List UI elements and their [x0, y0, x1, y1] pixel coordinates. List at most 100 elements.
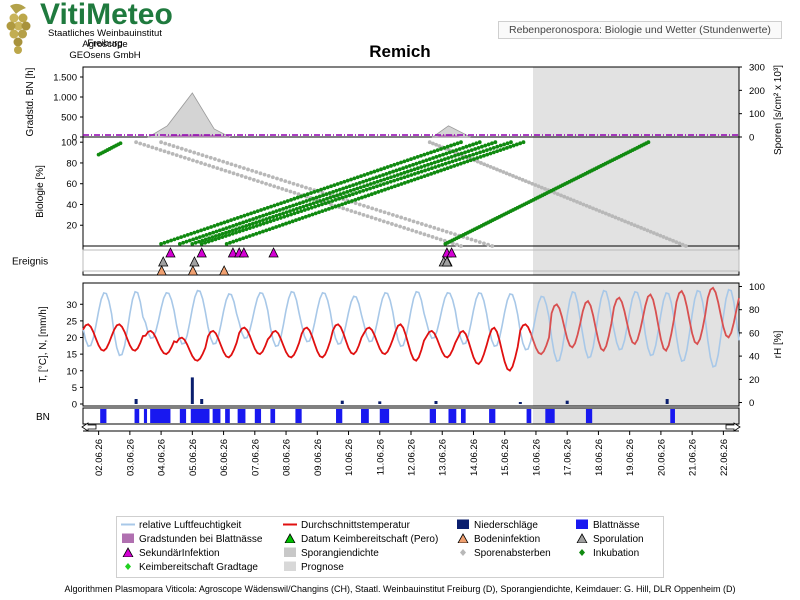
incubation-point — [416, 176, 420, 181]
incubation-point — [405, 169, 410, 174]
incubation-point — [429, 150, 433, 155]
y-axis-label-spores: Sporen [s/cm² x 10³] — [773, 65, 784, 155]
x-tick-label: 04.06.26 — [157, 439, 168, 476]
incubation-point — [340, 202, 345, 207]
institution-line-3: GEOsens GmbH — [69, 50, 141, 61]
x-tick-label: 03.06.26 — [125, 439, 136, 476]
incubation-point — [254, 231, 259, 236]
incubation-point — [434, 154, 439, 159]
incubation-point — [396, 183, 401, 188]
vitimeteo-logo: VitiMeteo — [6, 0, 173, 54]
incubation-point — [185, 232, 190, 237]
y-tick-label: 100 — [61, 138, 77, 149]
incubation-point — [316, 203, 321, 208]
incubation-point — [194, 236, 199, 241]
incubation-point — [436, 164, 441, 168]
y-tick-label: 1.000 — [53, 93, 77, 104]
incubation-point — [289, 197, 293, 202]
y-axis-label-biology: Biologie [%] — [35, 165, 46, 218]
leaf-wetness-bar — [526, 409, 532, 423]
incubation-point — [437, 153, 442, 158]
incubation-point — [392, 184, 397, 189]
incubation-point — [190, 242, 195, 246]
incubation-point — [212, 223, 217, 228]
incubation-point — [340, 195, 345, 200]
spore-death-point — [213, 157, 217, 161]
incubation-point — [474, 151, 479, 156]
incubation-point — [368, 182, 373, 186]
incubation-point — [449, 143, 453, 148]
spore-death-point — [485, 163, 490, 168]
spore-death-point — [170, 151, 175, 156]
incubation-point — [251, 221, 255, 226]
incubation-point — [267, 227, 272, 232]
incubation-point — [355, 186, 360, 191]
incubation-point — [385, 176, 390, 181]
events-label: Ereignis — [12, 257, 48, 268]
spore-death-point — [219, 167, 224, 172]
x-tick-label: 18.06.26 — [594, 439, 605, 476]
incubation-point — [363, 194, 368, 199]
spore-death-point — [275, 176, 279, 181]
incubation-point — [280, 222, 285, 227]
incubation-point — [395, 177, 400, 182]
incubation-point — [395, 161, 400, 166]
incubation-point — [447, 160, 452, 165]
incubation-point — [227, 229, 232, 234]
incubation-point — [193, 240, 198, 245]
incubation-point — [399, 160, 403, 165]
incubation-point — [471, 142, 475, 147]
incubation-point — [373, 191, 377, 195]
x-tick-label: 08.06.26 — [282, 439, 293, 476]
incubation-point — [303, 214, 308, 219]
incubation-point — [450, 159, 455, 164]
incubation-point — [407, 164, 412, 168]
incubation-point — [195, 229, 200, 234]
incubation-point — [179, 235, 183, 240]
spore-death-point — [204, 154, 209, 159]
incubation-point — [309, 191, 313, 195]
incubation-point — [311, 196, 316, 201]
incubation-point — [362, 173, 367, 177]
spore-death-point — [428, 224, 433, 229]
incubation-point — [221, 227, 226, 232]
incubation-point — [328, 195, 333, 200]
incubation-point — [325, 185, 330, 190]
incubation-point — [445, 166, 450, 171]
incubation-point — [381, 173, 385, 177]
incubation-point — [361, 188, 366, 193]
incubation-point — [224, 230, 228, 235]
incubation-point — [477, 140, 482, 145]
x-tick-label: 20.06.26 — [656, 439, 667, 476]
incubation-point — [251, 217, 256, 221]
spore-death-point — [154, 146, 159, 151]
incubation-point — [317, 210, 321, 215]
spore-death-point — [632, 223, 637, 228]
spore-density-area — [147, 92, 231, 138]
spore-death-point — [296, 192, 301, 196]
y-tick-label-right: 0 — [749, 133, 754, 144]
incubation-point — [247, 234, 252, 238]
spore-death-point — [381, 219, 386, 224]
spore-death-point — [482, 241, 486, 246]
incubation-point — [230, 228, 235, 233]
spore-death-point — [667, 237, 672, 242]
legend-label: Sporenabsterben — [474, 548, 551, 559]
incubation-point — [189, 231, 193, 236]
spore-death-point — [390, 222, 394, 226]
spore-death-point — [613, 215, 618, 220]
incubation-point — [251, 225, 256, 229]
legend-item-germination: Datum Keimbereitschaft (Pero) — [283, 533, 438, 546]
incubation-point — [299, 209, 304, 214]
spore-death-point — [191, 158, 195, 163]
incubation-point — [362, 184, 366, 189]
incubation-point — [339, 180, 343, 185]
incubation-point — [291, 208, 296, 212]
incubation-point — [327, 206, 331, 211]
legend-item-incubation: Inkubation — [575, 547, 639, 560]
incubation-point — [297, 217, 302, 221]
incubation-point — [459, 151, 464, 156]
incubation-point — [345, 178, 350, 183]
spore-death-point — [642, 227, 647, 232]
incubation-point — [290, 219, 295, 224]
